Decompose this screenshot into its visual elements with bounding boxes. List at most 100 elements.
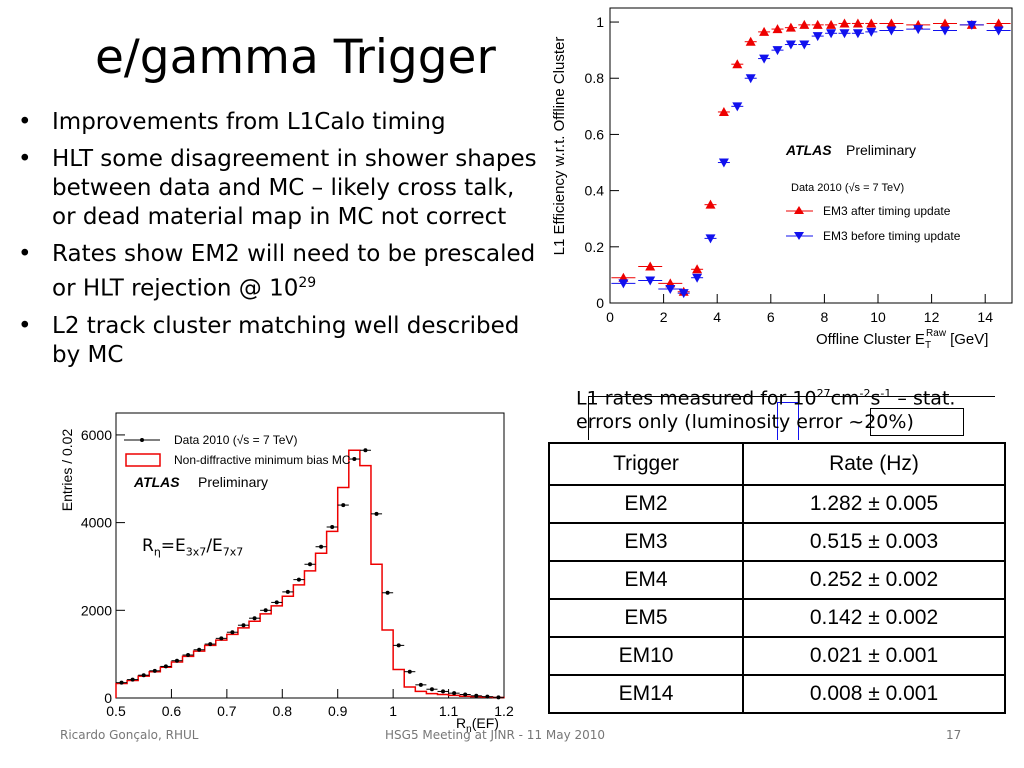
data-point bbox=[385, 590, 390, 595]
rate-cell: 0.021 ± 0.001 bbox=[742, 636, 1006, 676]
atlas-label: ATLAS bbox=[133, 474, 180, 490]
x-tick-label: 0.7 bbox=[217, 703, 237, 719]
column-header-rate: Rate (Hz) bbox=[742, 442, 1006, 486]
data-point bbox=[319, 544, 324, 549]
trigger-cell: EM4 bbox=[548, 560, 744, 600]
data-point bbox=[866, 18, 877, 28]
rphi-histogram: Entries / 0.02 Rη(EF) ATLAS Preliminary … bbox=[56, 410, 516, 732]
data-point bbox=[705, 234, 716, 244]
rate-cell: 0.515 ± 0.003 bbox=[742, 522, 1006, 562]
data-point bbox=[463, 692, 468, 697]
data-point bbox=[418, 682, 423, 687]
data-point bbox=[152, 668, 157, 673]
x-tick-label: 0.8 bbox=[273, 703, 293, 719]
data-point bbox=[429, 687, 434, 692]
data-point bbox=[263, 608, 268, 613]
data-point bbox=[940, 26, 950, 36]
table-row: EM3 0.515 ± 0.003 bbox=[548, 522, 1006, 562]
y-tick-label: 0 bbox=[104, 690, 112, 706]
data-point bbox=[174, 658, 179, 663]
data-point bbox=[718, 158, 729, 168]
data-point bbox=[772, 24, 783, 34]
legend-marker bbox=[794, 206, 804, 214]
column-header-trigger: Trigger bbox=[548, 442, 744, 486]
data-point bbox=[197, 647, 202, 652]
y-tick-label: 0.8 bbox=[585, 70, 605, 86]
data-point bbox=[732, 102, 743, 112]
rates-caption: L1 rates measured for 1027cm-2s-1 – stat… bbox=[576, 387, 956, 434]
data-point bbox=[618, 279, 629, 289]
data-point bbox=[732, 59, 743, 69]
legend-marker bbox=[794, 232, 804, 240]
data-point bbox=[993, 18, 1004, 28]
data-point bbox=[252, 616, 257, 621]
rate-cell: 1.282 ± 0.005 bbox=[742, 484, 1006, 524]
y-tick-label: 1 bbox=[596, 14, 604, 30]
legend-marker bbox=[125, 453, 161, 467]
bullet-text: L2 track cluster matching well described… bbox=[52, 312, 520, 368]
x-tick-label: 8 bbox=[821, 309, 829, 325]
trigger-cell: EM14 bbox=[548, 674, 744, 714]
rates-table: Trigger Rate (Hz) EM2 1.282 ± 0.005 EM3 0.… bbox=[548, 442, 1006, 714]
x-tick-label: 10 bbox=[870, 309, 886, 325]
data-point bbox=[745, 74, 756, 84]
y-tick-label: 6000 bbox=[81, 427, 112, 443]
bullet-item: Rates show EM2 will need to be prescaled… bbox=[18, 240, 543, 304]
data-point bbox=[772, 46, 783, 56]
trigger-cell: EM5 bbox=[548, 598, 744, 638]
x-tick-label: 1 bbox=[389, 703, 397, 719]
x-tick-label: 12 bbox=[924, 309, 940, 325]
y-tick-label: 2000 bbox=[81, 602, 112, 618]
data-point bbox=[330, 525, 335, 529]
data-point bbox=[352, 457, 357, 462]
x-tick-label: 0.6 bbox=[162, 703, 182, 719]
efficiency-plot: L1 Efficiency w.r.t. Offline Cluster Off… bbox=[548, 6, 1018, 352]
y-tick-label: 0.6 bbox=[585, 126, 605, 142]
y-tick-label: 0.2 bbox=[585, 239, 605, 255]
data-point bbox=[852, 18, 863, 28]
data-point bbox=[496, 695, 501, 700]
y-tick-label: 0 bbox=[596, 295, 604, 311]
x-tick-label: 14 bbox=[977, 309, 993, 325]
data-point bbox=[163, 664, 168, 669]
bullet-exponent: 29 bbox=[298, 275, 317, 291]
bullet-item: L2 track cluster matching well described… bbox=[18, 312, 543, 370]
plot-frame bbox=[609, 7, 1013, 304]
data-point bbox=[799, 40, 810, 50]
table-row: EM2 1.282 ± 0.005 bbox=[548, 484, 1006, 524]
preliminary-label: Preliminary bbox=[846, 142, 916, 158]
footer-page-number: 17 bbox=[946, 728, 962, 742]
rate-cell: 0.008 ± 0.001 bbox=[742, 674, 1006, 714]
y-tick-label: 0.4 bbox=[585, 183, 605, 199]
footer-meeting: HSG5 Meeting at JINR - 11 May 2010 bbox=[385, 728, 606, 742]
rate-cell: 0.142 ± 0.002 bbox=[742, 598, 1006, 638]
data-point bbox=[705, 199, 716, 209]
bullet-text: Improvements from L1Calo timing bbox=[52, 109, 446, 135]
data-point bbox=[285, 589, 290, 594]
table-row: EM4 0.252 ± 0.002 bbox=[548, 560, 1006, 600]
trigger-cell: EM10 bbox=[548, 636, 744, 676]
table-row: EM14 0.008 ± 0.001 bbox=[548, 674, 1006, 714]
data-point bbox=[886, 26, 897, 36]
r-eta-definition: Rη=E3x7/E7x7 bbox=[142, 536, 244, 559]
x-tick-label: 1.1 bbox=[439, 703, 459, 719]
x-tick-label: 2 bbox=[660, 309, 668, 325]
data-point bbox=[852, 29, 863, 39]
data-point bbox=[374, 511, 379, 516]
x-tick-label: 6 bbox=[767, 309, 775, 325]
y-tick-label: 4000 bbox=[81, 515, 112, 531]
data-point bbox=[692, 264, 703, 274]
atlas-label: ATLAS bbox=[785, 142, 832, 158]
hidden-plot-fragment bbox=[545, 378, 995, 440]
table-row: EM5 0.142 ± 0.002 bbox=[548, 598, 1006, 638]
data-point bbox=[474, 693, 479, 698]
data-point bbox=[186, 653, 191, 658]
legend-entry: EM3 after timing update bbox=[823, 204, 951, 218]
data-point bbox=[396, 643, 401, 648]
data-point bbox=[678, 289, 689, 299]
data-point bbox=[812, 32, 823, 42]
x-tick-label: 0 bbox=[606, 309, 614, 325]
legend-entry: EM3 before timing update bbox=[823, 229, 961, 243]
data-point bbox=[826, 19, 837, 29]
data-point bbox=[665, 284, 676, 294]
